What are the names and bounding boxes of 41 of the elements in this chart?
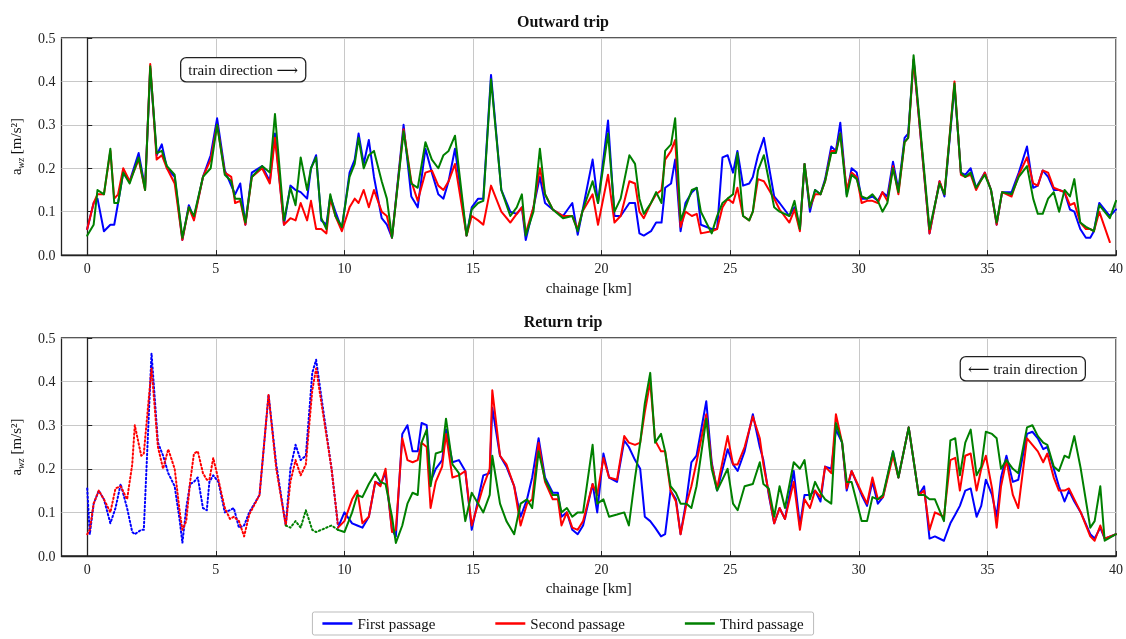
x-tick-label: 5 [212, 260, 220, 276]
annotation: train direction ⟶ [188, 61, 299, 78]
y-axis-title: awz [m/s²] [7, 418, 26, 476]
y-tick-label: 0.1 [38, 504, 56, 520]
x-tick-label: 30 [851, 260, 866, 276]
annotation: ⟵ train direction [967, 360, 1079, 377]
x-tick-label: 20 [594, 260, 609, 276]
chart-title: Return trip [523, 312, 603, 331]
y-tick-label: 0.4 [38, 73, 56, 89]
y-tick-label: 0.3 [38, 117, 56, 133]
y-tick-label: 0.0 [38, 548, 56, 564]
x-tick-label: 0 [83, 561, 91, 577]
x-tick-label: 10 [337, 561, 352, 577]
x-tick-label: 40 [1109, 260, 1123, 276]
legend-label: First passage [357, 615, 436, 632]
x-tick-label: 15 [466, 260, 481, 276]
legend-label: Third passage [719, 615, 804, 632]
y-tick-label: 0.5 [38, 330, 56, 346]
x-tick-label: 25 [723, 561, 738, 577]
x-tick-label: 20 [594, 561, 609, 577]
y-tick-label: 0.1 [38, 204, 56, 220]
y-axis-title: awz [m/s²] [7, 117, 26, 176]
x-tick-label: 35 [980, 260, 995, 276]
x-axis-title: chainage [km] [545, 580, 632, 597]
x-tick-label: 0 [83, 260, 91, 276]
x-tick-label: 5 [212, 561, 220, 577]
y-tick-label: 0.2 [38, 160, 56, 176]
x-tick-label: 30 [851, 561, 866, 577]
x-tick-label: 40 [1109, 561, 1123, 577]
y-tick-label: 0.3 [38, 417, 56, 433]
y-tick-label: 0.5 [38, 30, 56, 46]
chart-title: Outward trip [517, 12, 610, 31]
legend-label: Second passage [530, 615, 626, 632]
x-tick-label: 10 [337, 260, 352, 276]
x-axis-title: chainage [km] [545, 279, 632, 296]
x-tick-label: 15 [466, 561, 481, 577]
y-tick-label: 0.2 [38, 461, 56, 477]
y-tick-label: 0.0 [38, 247, 56, 263]
x-tick-label: 35 [980, 561, 995, 577]
x-tick-label: 25 [723, 260, 738, 276]
y-tick-label: 0.4 [38, 374, 56, 390]
